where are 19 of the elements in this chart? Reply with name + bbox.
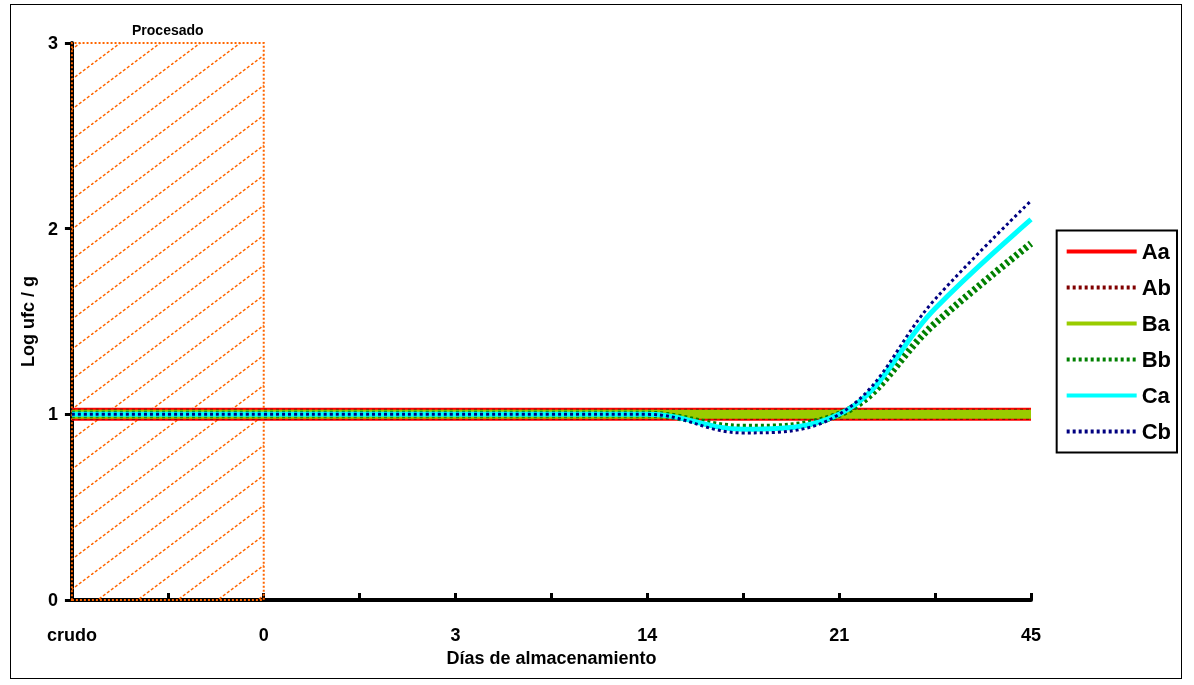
legend-label: Cb <box>1141 419 1171 444</box>
x-tick-label: 45 <box>1020 625 1042 645</box>
legend-label: Bb <box>1141 347 1171 372</box>
legend-label: Ab <box>1141 275 1171 300</box>
x-tick-label: 14 <box>637 625 658 645</box>
y-tick-label: 3 <box>47 33 58 53</box>
x-tick-label: 3 <box>450 625 461 645</box>
legend-label: Ba <box>1141 311 1171 336</box>
legend-label: Ca <box>1141 383 1171 408</box>
band-label: Procesado <box>132 22 204 38</box>
y-tick-label: 1 <box>47 404 58 425</box>
x-axis-title: Días de almacenamiento <box>446 647 657 668</box>
x-tick-label: crudo <box>46 625 97 645</box>
y-tick-label: 2 <box>47 218 58 239</box>
y-axis-title: Log ufc / g <box>18 276 38 367</box>
y-tick-label: 0 <box>47 590 58 610</box>
x-tick-label: 0 <box>258 625 269 645</box>
x-tick-label: 21 <box>829 625 850 645</box>
legend-label: Aa <box>1141 239 1171 264</box>
